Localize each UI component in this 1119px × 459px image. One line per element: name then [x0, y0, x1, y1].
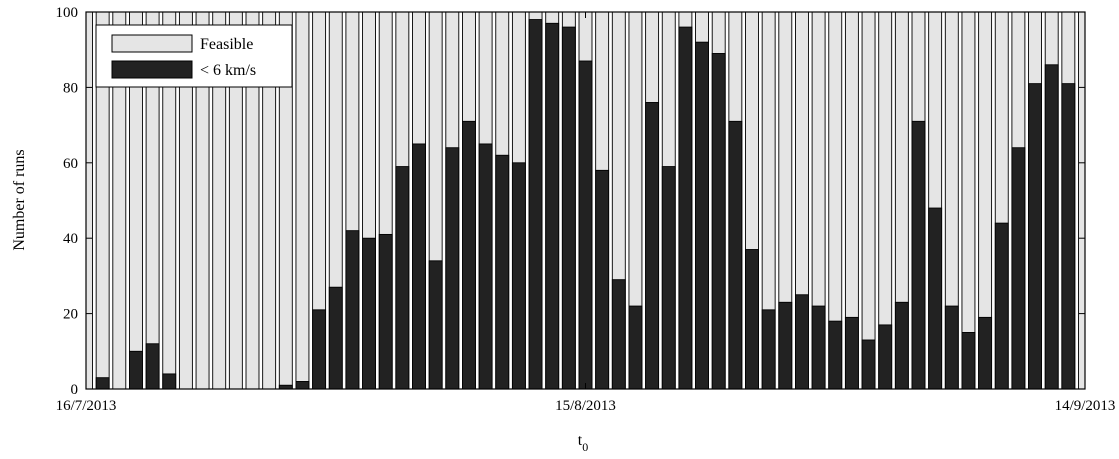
x-tick-label: 16/7/2013: [56, 398, 117, 414]
under-6kms-bar: [345, 230, 360, 390]
legend: Feasible < 6 km/s: [95, 24, 293, 88]
x-axis-label: t0: [578, 432, 588, 454]
legend-swatch-feasible: [111, 34, 193, 53]
under-6kms-bar: [545, 22, 560, 390]
feasible-bar: [1078, 11, 1086, 390]
under-6kms-bar: [645, 102, 660, 390]
under-6kms-bar: [561, 26, 576, 390]
legend-label-feasible: Feasible: [200, 36, 253, 53]
under-6kms-bar: [944, 305, 959, 390]
under-6kms-bar: [861, 339, 876, 390]
under-6kms-bar: [894, 301, 909, 390]
under-6kms-bar: [328, 286, 343, 390]
under-6kms-bar: [462, 120, 476, 390]
under-6kms-bar: [478, 143, 493, 390]
under-6kms-bar: [611, 279, 626, 390]
under-6kms-bar: [745, 249, 759, 390]
under-6kms-bar: [778, 301, 793, 390]
under-6kms-bar: [95, 377, 110, 390]
under-6kms-bar: [994, 222, 1009, 390]
y-axis-label: Number of runs: [11, 149, 28, 250]
under-6kms-bar: [661, 166, 676, 390]
y-tick-label: 40: [63, 231, 78, 247]
under-6kms-bar: [844, 316, 859, 390]
feasible-bar: [295, 11, 310, 390]
under-6kms-bar: [1061, 83, 1076, 390]
under-6kms-bar: [145, 343, 160, 390]
y-tick-label: 60: [63, 156, 78, 172]
under-6kms-bar: [1011, 147, 1026, 390]
under-6kms-bar: [395, 166, 410, 390]
y-tick-label: 0: [71, 382, 79, 398]
under-6kms-bar: [528, 19, 543, 390]
under-6kms-bar: [811, 305, 826, 390]
legend-swatch-under-6kms: [111, 60, 193, 79]
under-6kms-bar: [1044, 64, 1059, 390]
under-6kms-bar: [628, 305, 643, 390]
under-6kms-bar: [795, 294, 809, 390]
under-6kms-bar: [445, 147, 460, 390]
y-tick-label: 20: [63, 307, 78, 323]
under-6kms-bar: [312, 309, 327, 390]
under-6kms-bar: [129, 350, 143, 390]
feasible-bar: [85, 11, 93, 390]
y-tick-label: 80: [63, 80, 78, 96]
under-6kms-bar: [728, 120, 743, 390]
under-6kms-bar: [695, 41, 709, 390]
under-6kms-bar: [295, 381, 310, 390]
under-6kms-bar: [428, 260, 443, 390]
feasible-bar: [861, 11, 876, 390]
under-6kms-bar: [1028, 83, 1042, 390]
under-6kms-bar: [162, 373, 177, 390]
x-axis-label-subscript: 0: [582, 440, 588, 454]
y-tick-label: 100: [56, 5, 79, 21]
y-axis: 0 20 40 60 80 100: [56, 5, 1085, 398]
legend-label-under-6kms: < 6 km/s: [200, 62, 256, 79]
x-tick-label: 15/8/2013: [555, 398, 616, 414]
under-6kms-bar: [495, 154, 510, 390]
under-6kms-bar: [595, 169, 610, 390]
x-tick-label: 14/9/2013: [1055, 398, 1116, 414]
under-6kms-bar: [412, 143, 426, 390]
under-6kms-bar: [878, 324, 893, 390]
x-axis: 16/7/2013 15/8/2013 14/9/2013: [56, 12, 1116, 414]
under-6kms-bar: [761, 309, 776, 390]
under-6kms-bar: [578, 60, 593, 390]
under-6kms-bar: [928, 207, 943, 390]
under-6kms-bar: [911, 120, 926, 390]
under-6kms-bar: [711, 53, 726, 390]
x-axis-label-main: t: [578, 432, 583, 449]
under-6kms-bar: [978, 316, 993, 390]
under-6kms-bar: [378, 233, 393, 390]
under-6kms-bar: [511, 162, 526, 390]
under-6kms-bar: [828, 320, 843, 390]
under-6kms-bars: [95, 19, 1076, 390]
under-6kms-bar: [961, 332, 976, 390]
under-6kms-bar: [362, 237, 376, 390]
under-6kms-bar: [678, 26, 693, 390]
